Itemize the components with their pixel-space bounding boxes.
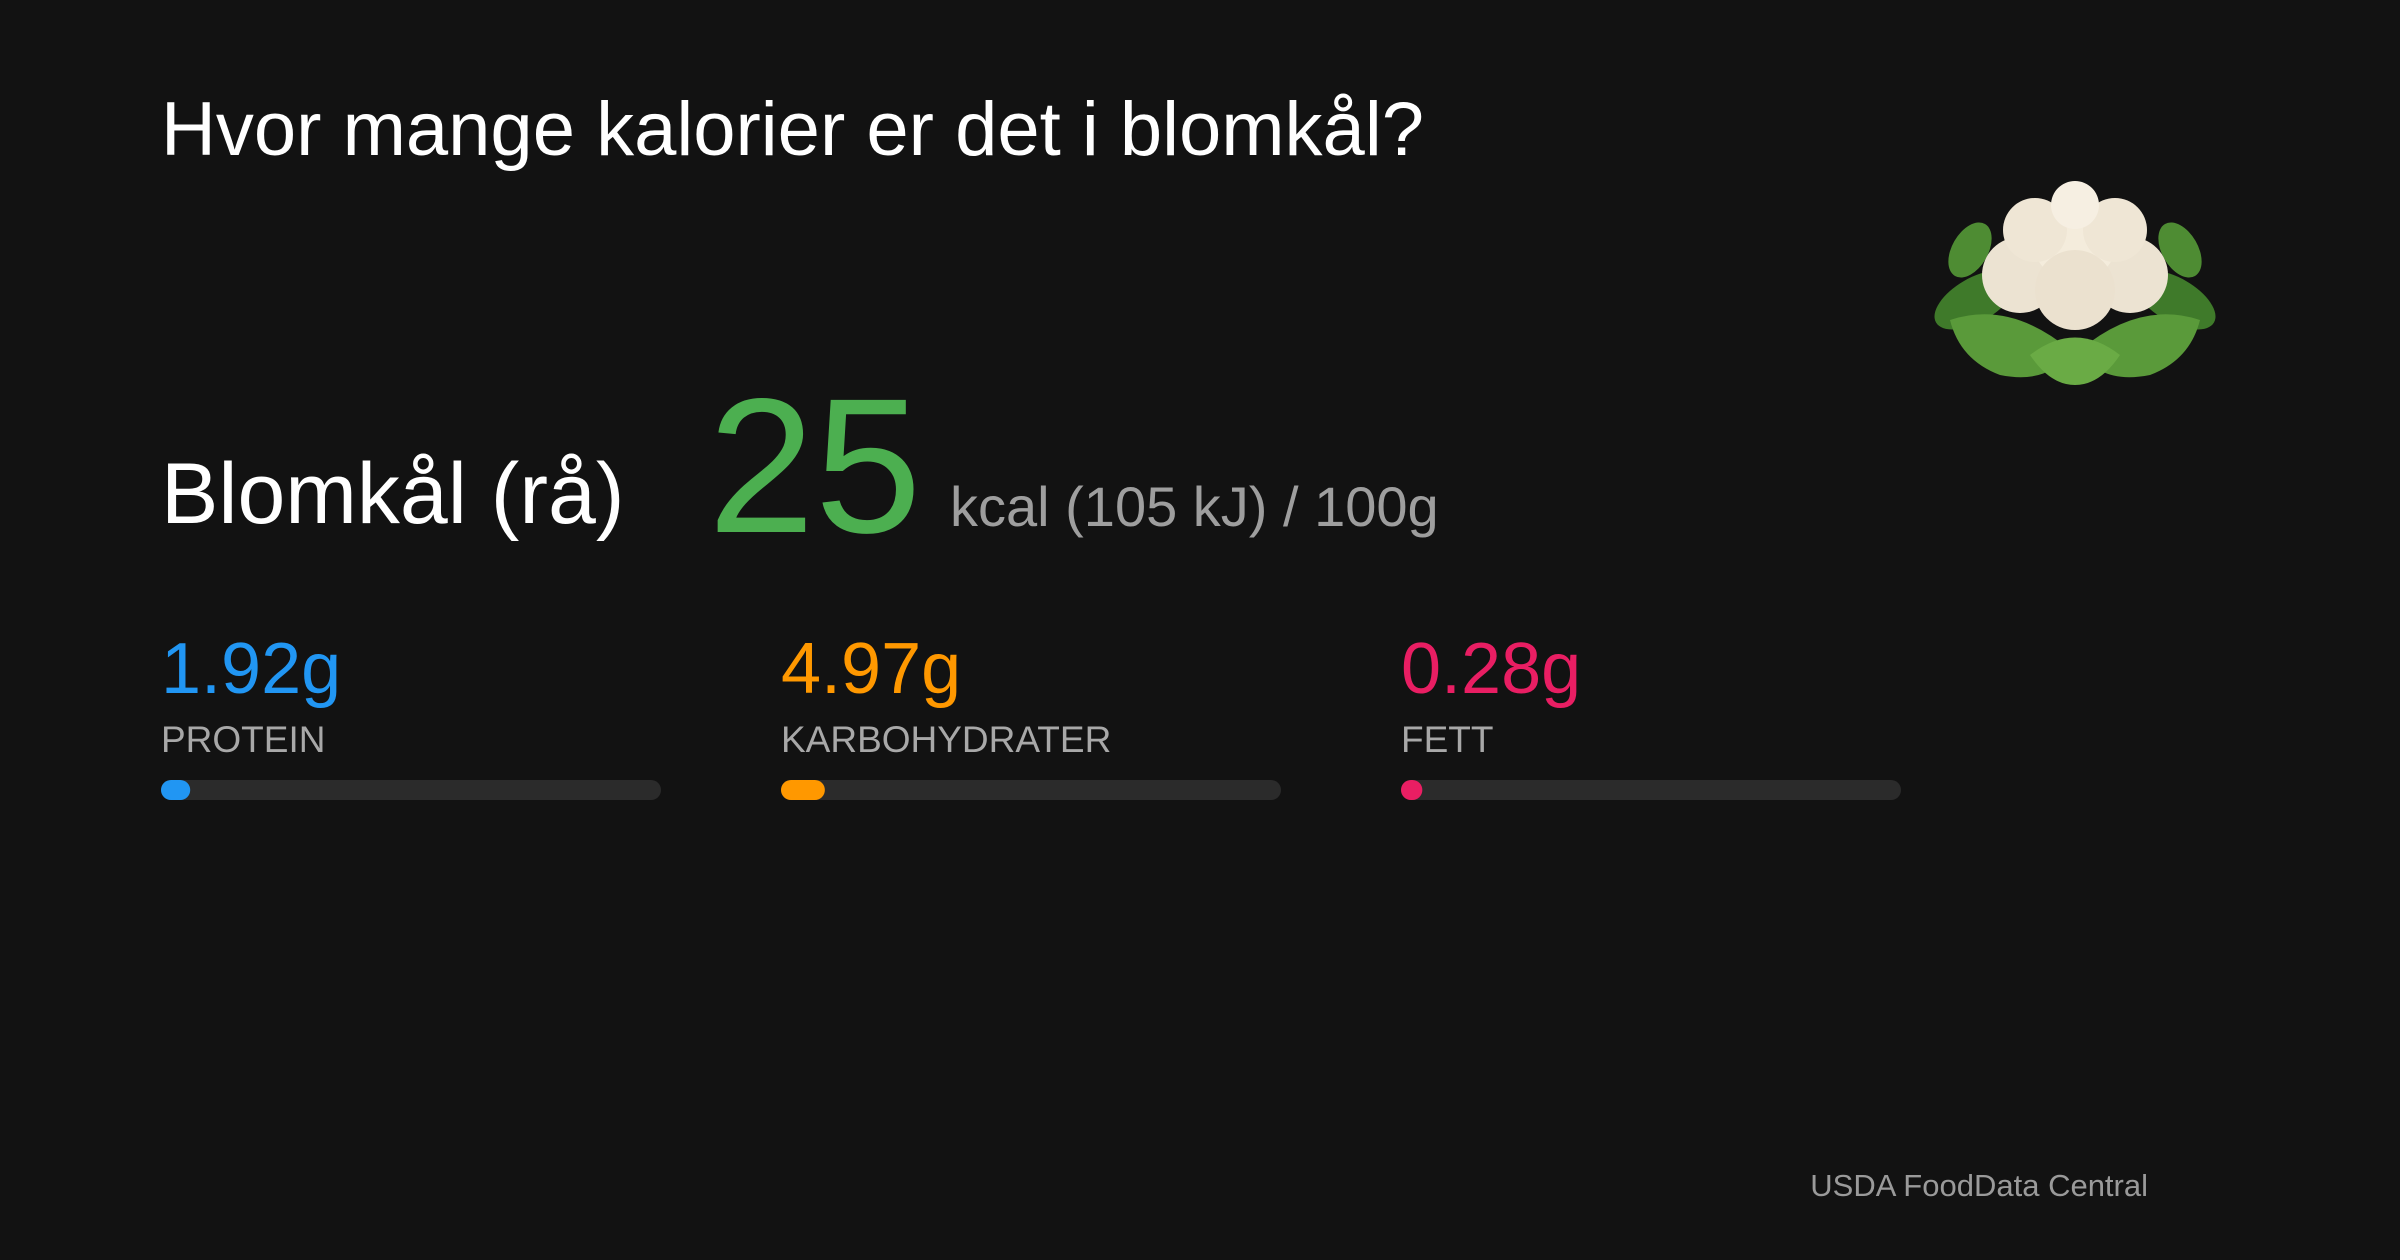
cauliflower-icon [1934,181,2216,385]
food-name: Blomkål (rå) [161,446,625,542]
bar-track [161,780,661,800]
calorie-unit: kcal (105 kJ) / 100g [950,475,1439,538]
nutrient-name: KARBOHYDRATER [781,719,1112,760]
source: USDA FoodData Central [1810,1168,2148,1203]
nutrient-value: 1.92g [161,629,342,709]
bar-track [781,780,1281,800]
bar-fill [781,780,825,800]
bar-fill [1401,780,1423,800]
bar-track [1401,780,1901,800]
title: Hvor mange kalorier er det i blomkål? [161,87,1424,172]
nutrient-value: 0.28g [1401,629,1582,709]
nutrient-value: 4.97g [781,629,962,709]
calories: 25 [708,358,922,573]
bar-fill [161,780,191,800]
nutrient-name: FETT [1401,719,1494,760]
nutrient-name: PROTEIN [161,719,326,760]
